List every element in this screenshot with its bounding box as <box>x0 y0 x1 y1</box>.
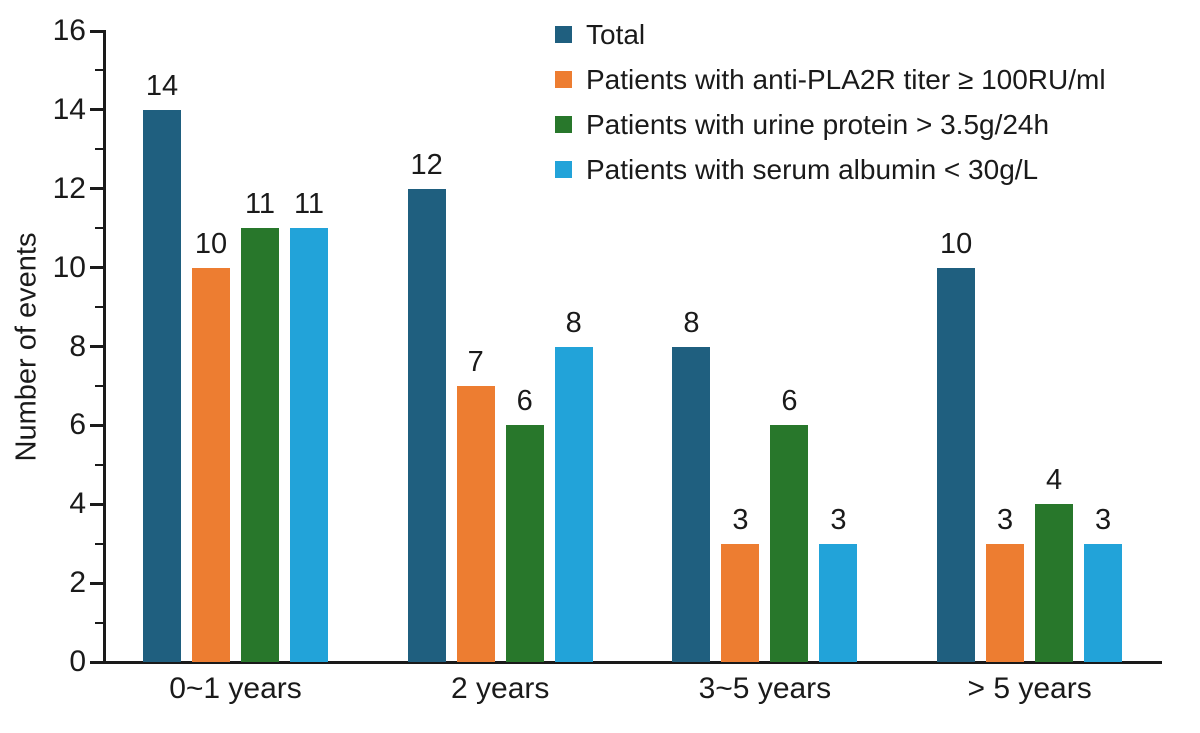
legend-swatch <box>555 116 572 133</box>
x-tick-label: 3~5 years <box>698 672 832 705</box>
bar-value-label: 8 <box>683 306 700 339</box>
bar-value-label: 10 <box>939 227 973 260</box>
bar <box>819 543 858 662</box>
bar <box>241 228 279 662</box>
bar-value-label: 3 <box>997 503 1014 536</box>
y-major-tick <box>90 502 104 506</box>
bar <box>937 267 976 662</box>
y-major-tick <box>90 660 104 664</box>
y-major-tick <box>90 423 104 427</box>
y-minor-tick <box>95 148 104 151</box>
bar <box>505 425 544 662</box>
y-major-tick <box>90 108 104 112</box>
y-minor-tick <box>95 542 104 545</box>
bar-value-label: 6 <box>516 385 533 418</box>
bar <box>192 267 230 662</box>
y-minor-tick <box>95 621 104 624</box>
bar-value-label: 6 <box>781 385 798 418</box>
y-major-tick <box>90 29 104 33</box>
bar-value-label: 4 <box>1046 464 1063 497</box>
bar-value-label: 12 <box>410 148 443 181</box>
y-minor-tick <box>95 463 104 466</box>
y-tick-label: 2 <box>69 566 86 600</box>
y-tick-label: 8 <box>69 329 86 363</box>
y-tick-label: 6 <box>69 408 86 442</box>
bar-value-label: 3 <box>830 503 847 536</box>
y-tick-label: 14 <box>52 92 86 126</box>
bar-value-label: 14 <box>145 69 179 102</box>
y-major-tick <box>90 266 104 270</box>
legend-item: Patients with serum albumin < 30g/L <box>555 147 1106 192</box>
bar-value-label: 11 <box>293 188 325 221</box>
bar <box>770 425 809 662</box>
bar <box>672 346 711 662</box>
bar <box>1084 543 1123 662</box>
bar <box>456 385 495 662</box>
bar-value-label: 7 <box>467 345 484 378</box>
legend-swatch <box>555 71 572 88</box>
legend-label: Total <box>586 18 646 50</box>
legend: Total Patients with anti-PLA2R titer ≥ 10… <box>555 12 1106 192</box>
y-major-tick <box>90 581 104 585</box>
bar <box>143 109 181 662</box>
bar-value-label: 3 <box>1095 503 1112 536</box>
y-tick-label: 12 <box>52 171 86 205</box>
legend-label: Patients with urine protein > 3.5g/24h <box>586 108 1050 140</box>
bar-value-label: 10 <box>194 227 228 260</box>
legend-swatch <box>555 161 572 178</box>
legend-item: Total <box>555 12 1106 57</box>
bar <box>554 346 593 662</box>
legend-label: Patients with anti-PLA2R titer ≥ 100RU/m… <box>586 63 1106 95</box>
y-tick-label: 10 <box>52 250 86 284</box>
y-tick-label: 4 <box>69 487 86 521</box>
y-minor-tick <box>95 227 104 230</box>
legend-swatch <box>555 26 572 43</box>
bar-value-label: 3 <box>732 503 749 536</box>
plot-area: 14 10 11 11 12 7 6 8 8 3 6 3 10 3 4 3 <box>104 31 1162 662</box>
x-tick-label: 0~1 years <box>169 672 302 705</box>
y-tick-label: 16 <box>52 14 86 47</box>
x-tick-label: > 5 years <box>967 672 1092 705</box>
bar <box>407 188 446 662</box>
legend-item: Patients with anti-PLA2R titer ≥ 100RU/m… <box>555 57 1106 102</box>
y-minor-tick <box>95 306 104 309</box>
y-minor-tick <box>95 384 104 387</box>
y-minor-tick <box>95 69 104 72</box>
bar-value-label: 8 <box>565 306 582 339</box>
y-major-tick <box>90 345 104 348</box>
legend-label: Patients with serum albumin < 30g/L <box>586 153 1039 185</box>
y-axis-line <box>103 30 106 664</box>
bar <box>290 228 328 662</box>
bar <box>1035 504 1074 662</box>
bar <box>721 543 760 662</box>
bar <box>986 543 1025 662</box>
x-tick-label: 2 years <box>450 672 550 705</box>
y-major-tick <box>90 187 104 191</box>
bar-value-label: 11 <box>244 188 276 221</box>
x-axis-line <box>103 661 1162 664</box>
legend-item: Patients with urine protein > 3.5g/24h <box>555 102 1106 147</box>
y-tick-label: 0 <box>69 645 86 678</box>
